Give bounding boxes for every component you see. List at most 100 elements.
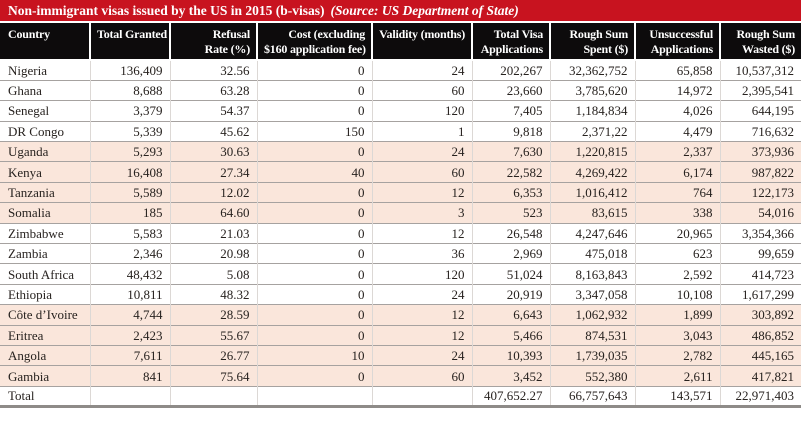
table-row-zambia: Zambia 2,346 20.98 0 36 2,969 475,018 623 99,659 [0, 243, 801, 264]
value-cell: 20.98 [169, 243, 257, 264]
value-cell: 4,247,646 [549, 223, 635, 244]
value-cell: 841 [89, 365, 170, 387]
value-cell: 6,643 [471, 304, 550, 326]
column-header-country: Country [0, 23, 90, 60]
column-header-cost-excluding: Cost (excluding $160 application fee) [256, 23, 372, 60]
value-cell: 6,353 [471, 182, 550, 203]
value-cell: 1,062,932 [549, 304, 635, 326]
value-cell: 21.03 [169, 223, 257, 244]
value-cell: 0 [256, 223, 372, 244]
column-header-total-visa: Total Visa Applications [471, 23, 550, 60]
country-cell: Côte d’Ivoire [8, 307, 78, 323]
value-cell: 1,016,412 [549, 182, 635, 203]
value-cell: 2,423 [89, 325, 170, 346]
value-cell: 83,615 [549, 202, 635, 224]
country-cell: Senegal [8, 103, 50, 119]
value-cell: 24 [371, 345, 472, 366]
column-header-rough-sum: Rough Sum Spent ($) [549, 23, 635, 60]
value-cell: 20,919 [471, 284, 550, 305]
value-cell: 60 [371, 80, 472, 101]
table-row-somalia: Somalia 185 64.60 0 3 523 83,615 338 54,016 [0, 202, 801, 224]
value-cell: 24 [371, 284, 472, 305]
value-cell: 644,195 [719, 100, 801, 122]
value-cell: 764 [634, 182, 720, 203]
value-cell: 414,723 [719, 263, 801, 285]
value-cell: 150 [256, 121, 372, 142]
value-cell: 45.62 [169, 121, 257, 142]
value-cell: 2,969 [471, 243, 550, 264]
value-cell: 7,611 [89, 345, 170, 366]
value-cell: 3 [371, 202, 472, 224]
value-cell: 303,892 [719, 304, 801, 326]
country-cell: Total [8, 388, 35, 404]
visa-data-table: Country Total Granted Refusal Rate (%) Cost… [0, 23, 801, 408]
table-row-senegal: Senegal 3,379 54.37 0 120 7,405 1,184,834 4,026… [0, 100, 801, 122]
value-cell: 0 [256, 60, 372, 81]
value-cell: 0 [256, 141, 372, 162]
total-row: Total 407,652.27 66,757,643 143,571 22,971,4… [0, 386, 801, 407]
value-cell: 75.64 [169, 365, 257, 387]
value-cell [89, 386, 170, 407]
value-cell: 4,479 [634, 121, 720, 142]
country-cell: Angola [8, 348, 47, 364]
value-cell: 16,408 [89, 161, 170, 183]
country-cell: DR Congo [8, 123, 64, 139]
table-body: Nigeria 136,409 32.56 0 24 202,267 32,362,752 6… [0, 60, 801, 407]
value-cell [169, 386, 257, 407]
value-cell: 12 [371, 325, 472, 346]
value-cell: 2,346 [89, 243, 170, 264]
column-header-unsuccessful: Unsuccessful Applications [634, 23, 720, 60]
value-cell: 486,852 [719, 325, 801, 346]
value-cell: 7,405 [471, 100, 550, 122]
value-cell: 2,782 [634, 345, 720, 366]
column-header-validity-months: Validity (months) [371, 23, 472, 60]
table-title-bar: Non-immigrant visas issued by the US in … [0, 0, 801, 21]
value-cell: 0 [256, 263, 372, 285]
table-row-zimbabwe: Zimbabwe 5,583 21.03 0 12 26,548 4,247,646 20,9… [0, 223, 801, 244]
value-cell: 10,393 [471, 345, 550, 366]
value-cell: 26,548 [471, 223, 550, 244]
value-cell: 5,589 [89, 182, 170, 203]
table-row-south-africa: South Africa 48,432 5.08 0 120 51,024 8,163,84… [0, 263, 801, 285]
value-cell: 143,571 [634, 386, 720, 407]
value-cell: 3,379 [89, 100, 170, 122]
value-cell: 552,380 [549, 365, 635, 387]
value-cell: 373,936 [719, 141, 801, 162]
table-header-row: Country Total Granted Refusal Rate (%) Cost… [0, 23, 801, 60]
table-row-gambia: Gambia 841 75.64 0 60 3,452 552,380 2,611 417,82… [0, 365, 801, 387]
value-cell: 5,583 [89, 223, 170, 244]
value-cell: 2,611 [634, 365, 720, 387]
value-cell: 0 [256, 202, 372, 224]
value-cell: 28.59 [169, 304, 257, 326]
country-cell: Ghana [8, 83, 42, 99]
value-cell: 8,163,843 [549, 263, 635, 285]
value-cell: 40 [256, 161, 372, 183]
column-header-rough-sum: Rough Sum Wasted ($) [719, 23, 801, 60]
value-cell: 1,739,035 [549, 345, 635, 366]
value-cell: 2,592 [634, 263, 720, 285]
value-cell: 3,785,620 [549, 80, 635, 101]
value-cell: 7,630 [471, 141, 550, 162]
value-cell: 623 [634, 243, 720, 264]
value-cell: 12 [371, 182, 472, 203]
table-header: Country Total Granted Refusal Rate (%) Cost… [0, 23, 801, 60]
country-cell: Kenya [8, 164, 42, 180]
value-cell: 63.28 [169, 80, 257, 101]
value-cell [371, 386, 472, 407]
value-cell: 1,220,815 [549, 141, 635, 162]
value-cell: 5,293 [89, 141, 170, 162]
value-cell: 27.34 [169, 161, 257, 183]
value-cell: 1,617,299 [719, 284, 801, 305]
value-cell: 1 [371, 121, 472, 142]
value-cell: 22,582 [471, 161, 550, 183]
value-cell: 10,108 [634, 284, 720, 305]
column-header-refusal: Refusal Rate (%) [169, 23, 257, 60]
value-cell: 716,632 [719, 121, 801, 142]
value-cell: 874,531 [549, 325, 635, 346]
country-cell: Eritrea [8, 327, 44, 343]
value-cell: 407,652.27 [471, 386, 550, 407]
value-cell: 2,337 [634, 141, 720, 162]
country-cell: Zambia [8, 246, 48, 262]
country-cell: Zimbabwe [8, 225, 64, 241]
